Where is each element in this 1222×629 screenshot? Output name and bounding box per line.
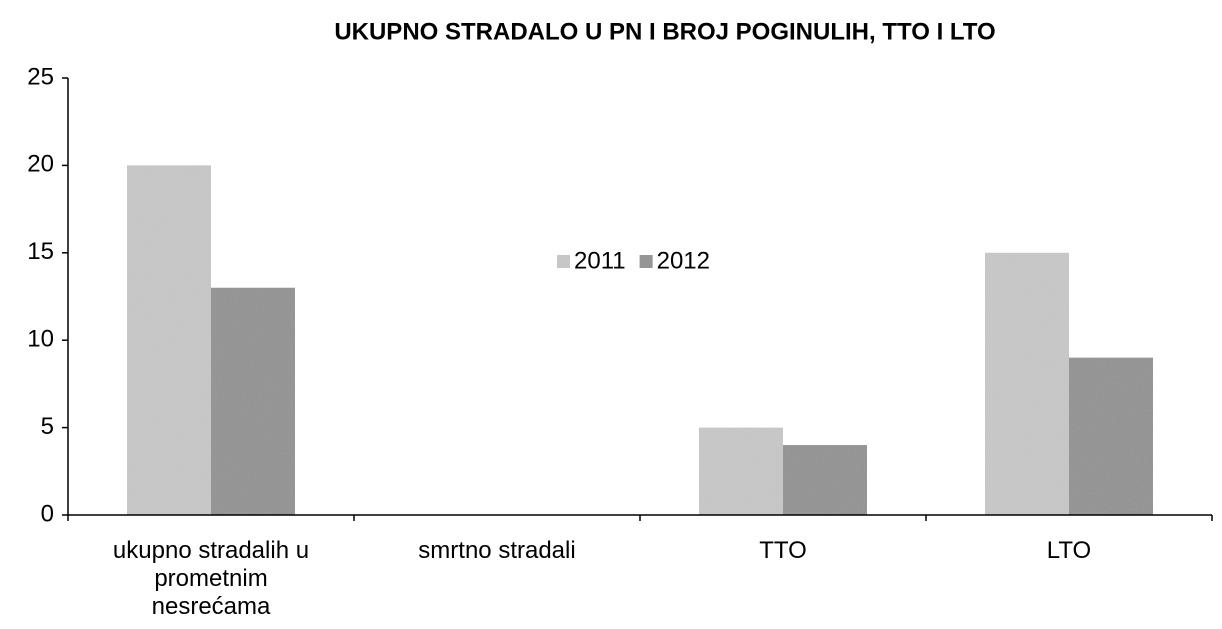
legend-swatch	[639, 255, 653, 268]
y-tick-label: 0	[41, 500, 54, 527]
y-tick-label: 15	[27, 238, 54, 265]
bar	[783, 445, 867, 515]
x-tick-label: LTO	[1046, 537, 1092, 564]
chart-title: UKUPNO STRADALO U PN I BROJ POGINULIH, T…	[334, 18, 995, 45]
legend-label: 2012	[657, 247, 710, 274]
y-tick-label: 25	[27, 63, 54, 90]
bar	[1069, 357, 1153, 515]
y-tick-label: 10	[27, 326, 54, 353]
x-tick-label: smrtno stradali	[418, 537, 576, 564]
legend-label: 2011	[574, 247, 626, 274]
legend-swatch	[557, 255, 570, 268]
y-tick-label: 20	[27, 151, 54, 178]
bar	[127, 165, 211, 515]
x-tick-label: ukupno stradalih u prometnim nesrećama	[112, 537, 310, 620]
x-tick-label: TTO	[759, 537, 807, 564]
bar	[211, 287, 295, 515]
bar	[985, 252, 1069, 516]
y-tick-label: 5	[41, 413, 54, 440]
bar	[699, 427, 783, 515]
